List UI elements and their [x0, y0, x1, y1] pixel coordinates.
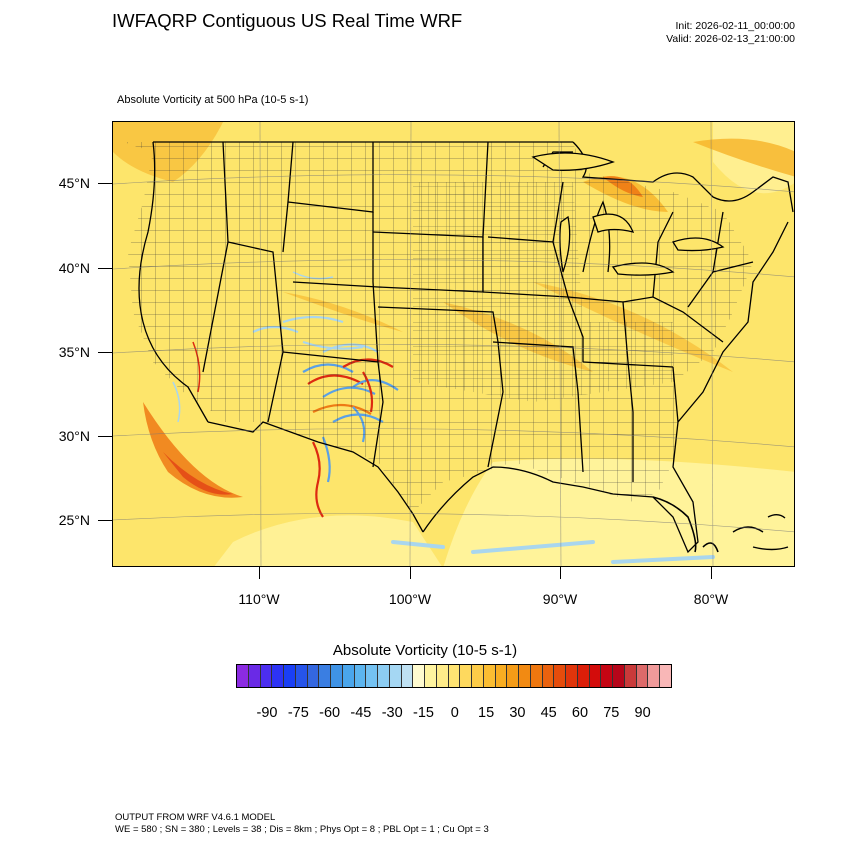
- model-info-footer: OUTPUT FROM WRF V4.6.1 MODEL WE = 580 ; …: [115, 812, 489, 835]
- colorbar-swatch: [483, 665, 496, 687]
- lat-label-35n: 35°N: [58, 344, 90, 360]
- colorbar-swatch: [648, 665, 660, 687]
- colorbar-swatch: [295, 665, 308, 687]
- colorbar-swatch: [577, 665, 590, 687]
- colorbar-tick-label: 45: [540, 705, 557, 721]
- run-times: Init: 2026-02-11_00:00:00 Valid: 2026-02…: [666, 20, 795, 45]
- lat-label-45n: 45°N: [58, 175, 90, 191]
- colorbar-swatch: [389, 665, 402, 687]
- colorbar-tick-label: -90: [256, 705, 278, 721]
- lon-tick-110w: [259, 567, 260, 579]
- init-time: Init: 2026-02-11_00:00:00: [675, 20, 795, 32]
- colorbar-swatch: [284, 665, 296, 687]
- great-lakes: [531, 152, 725, 276]
- lon-tick-90w: [560, 567, 561, 579]
- plot-title: IWFAQRP Contiguous US Real Time WRF: [112, 10, 463, 31]
- lon-label-90w: 90°W: [542, 591, 578, 607]
- colorbar-swatch: [331, 665, 343, 687]
- field-title: Absolute Vorticity at 500 hPa (10-5 s-1): [117, 94, 309, 106]
- vorticity-map: [112, 121, 795, 567]
- colorbar-swatch: [448, 665, 461, 687]
- lat-label-30n: 30°N: [58, 428, 90, 444]
- colorbar-tick-label: -60: [319, 705, 341, 721]
- gulf-blue-streaks: [391, 540, 715, 564]
- map-graphic: [113, 122, 794, 566]
- colorbar-swatch: [530, 665, 543, 687]
- colorbar-swatch: [272, 665, 284, 687]
- lon-label-80w: 80°W: [693, 591, 729, 607]
- colorbar-tick-label: -15: [413, 705, 434, 721]
- colorbar-swatch: [260, 665, 273, 687]
- colorbar-swatch: [566, 665, 578, 687]
- footer-model-line: OUTPUT FROM WRF V4.6.1 MODEL: [115, 812, 276, 823]
- colorbar-swatch: [589, 665, 602, 687]
- colorbar-swatch: [636, 665, 649, 687]
- colorbar-swatch: [613, 665, 625, 687]
- mexico-light-region: [214, 515, 442, 566]
- colorbar-swatch: [248, 665, 261, 687]
- colorbar-swatch: [460, 665, 472, 687]
- valid-time: Valid: 2026-02-13_21:00:00: [666, 32, 795, 45]
- colorbar-swatch: [495, 665, 508, 687]
- colorbar-swatch: [624, 665, 637, 687]
- colorbar-tick-label: 0: [450, 705, 459, 721]
- colorbar-swatch: [554, 665, 566, 687]
- lon-tick-100w: [410, 567, 411, 579]
- lat-tick-40n: [98, 268, 112, 269]
- gulf-light-region: [443, 458, 794, 566]
- lat-tick-25n: [98, 520, 112, 521]
- colorbar-swatch: [436, 665, 449, 687]
- lon-label-100w: 100°W: [388, 591, 432, 607]
- graticule: [113, 122, 794, 566]
- lon-label-110w: 110°W: [238, 591, 280, 607]
- colorbar-swatch: [342, 665, 355, 687]
- colorbar-title: Absolute Vorticity (10-5 s-1): [332, 642, 518, 659]
- colorbar-swatch: [319, 665, 331, 687]
- colorbar-swatch: [472, 665, 484, 687]
- colorbar-swatch: [413, 665, 425, 687]
- colorbar-swatch: [660, 665, 671, 687]
- colorbar-tick-label: -75: [287, 705, 309, 721]
- colorbar-swatch: [237, 665, 249, 687]
- quebec-orange-band: [693, 138, 794, 177]
- footer-config-line: WE = 580 ; SN = 380 ; Levels = 38 ; Dis …: [115, 823, 489, 835]
- colorbar-swatch: [401, 665, 414, 687]
- baja-red-band: [163, 452, 233, 495]
- colorbar: [236, 664, 672, 688]
- colorbar-tick-label: 75: [603, 705, 620, 721]
- state-borders: [138, 141, 794, 554]
- florida-coast: [652, 496, 719, 553]
- lon-tick-80w: [711, 567, 712, 579]
- islands: [732, 514, 789, 551]
- colorbar-swatch: [307, 665, 320, 687]
- colorbar-swatch: [542, 665, 555, 687]
- colorbar-tick-label: -30: [381, 705, 403, 721]
- lat-tick-35n: [98, 352, 112, 353]
- lat-label-40n: 40°N: [58, 260, 90, 276]
- lat-label-25n: 25°N: [58, 512, 90, 528]
- colorbar-swatch: [507, 665, 519, 687]
- colorbar-swatch: [354, 665, 367, 687]
- colorbar-swatch: [601, 665, 613, 687]
- colorbar-tick-label: 90: [634, 705, 651, 721]
- colorbar-swatch: [519, 665, 531, 687]
- lat-tick-45n: [98, 183, 112, 184]
- colorbar-swatch: [378, 665, 390, 687]
- colorbar-tick-label: 15: [478, 705, 495, 721]
- colorbar-tick-label: 60: [571, 705, 589, 721]
- colorbar-tick-label: -45: [350, 705, 372, 721]
- colorbar-swatch: [366, 665, 378, 687]
- colorbar-tick-label: 30: [509, 705, 526, 721]
- lat-tick-30n: [98, 436, 112, 437]
- colorbar-swatch: [425, 665, 437, 687]
